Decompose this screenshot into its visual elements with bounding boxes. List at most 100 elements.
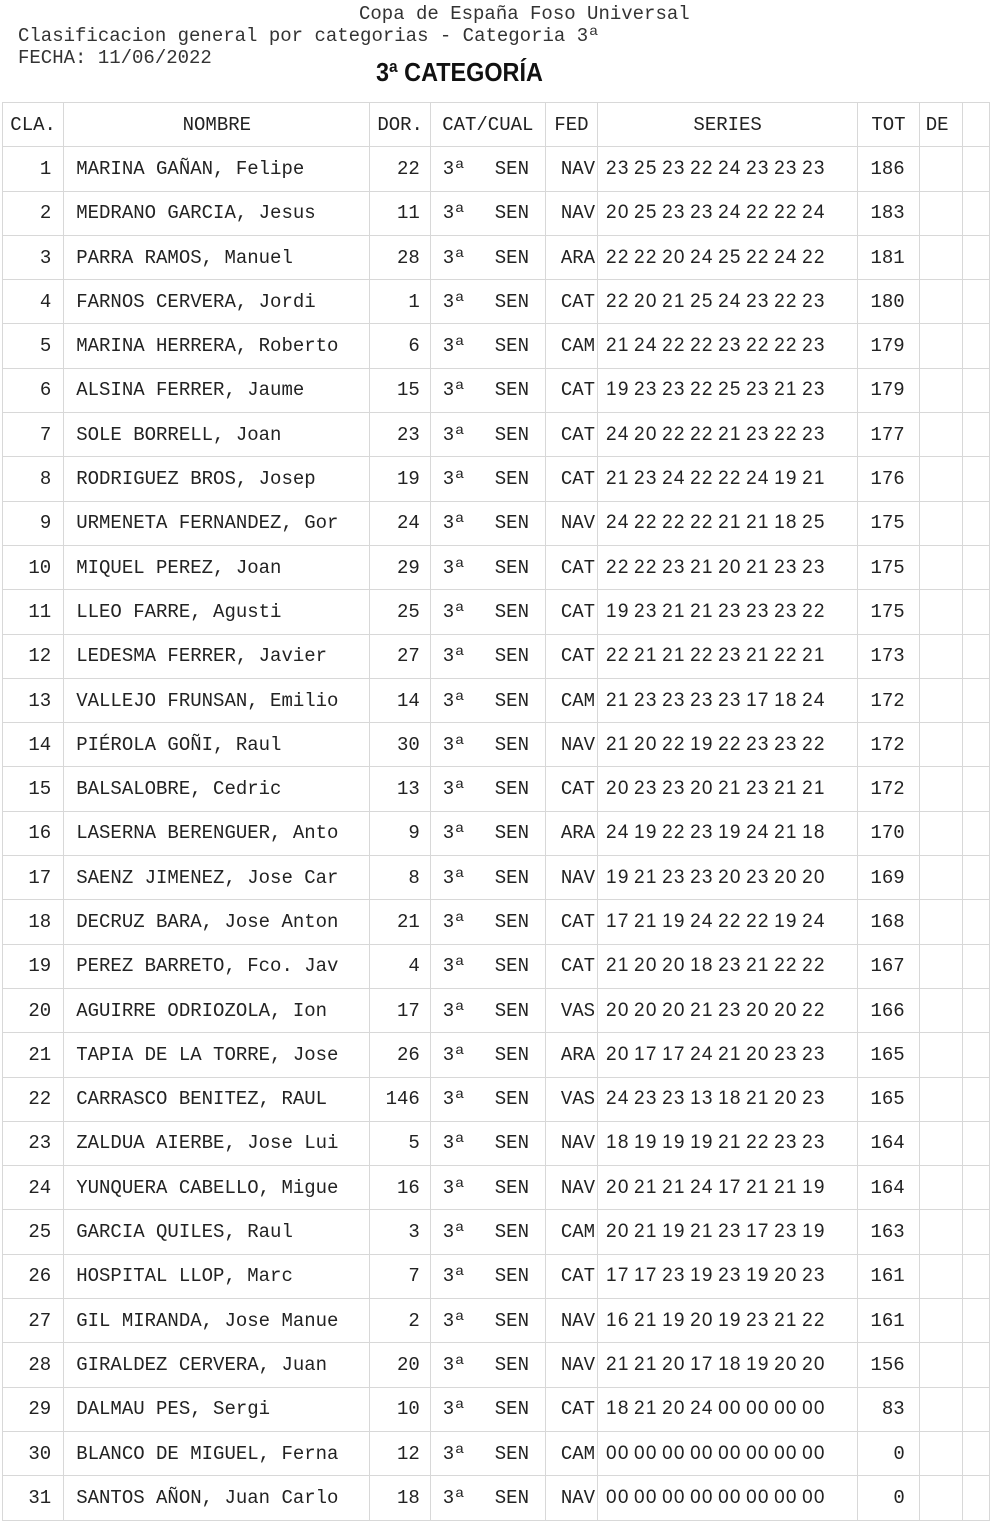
cell-dor: 23 — [369, 412, 431, 458]
cell-nombre: PIÉROLA GOÑI, Raul — [63, 722, 371, 768]
table-row: 6 ALSINA FERRER, Jaume 15 3ª SEN CAT 19 23 23 … — [1, 367, 990, 414]
cell-tot: 177 — [857, 412, 920, 458]
cell-cual: SEN — [494, 733, 529, 756]
cell-series: 21 20 20 18 23 21 22 22 — [597, 943, 859, 989]
cell-cual: SEN — [494, 379, 529, 402]
cell-extra — [962, 766, 990, 812]
cell-cla: 21 — [1, 1032, 65, 1078]
cell-cat-cual: 3ª SEN — [429, 899, 546, 945]
col-dor: DOR. — [369, 101, 431, 148]
cell-cual: SEN — [494, 1088, 529, 1111]
cell-cat: 3ª — [442, 1132, 466, 1155]
cell-nombre: AGUIRRE ODRIOZOLA, Ion — [63, 987, 371, 1034]
cell-fed: NAV — [544, 500, 599, 546]
cell-series: 20 17 17 24 21 20 23 23 — [597, 1032, 859, 1078]
cell-fed: NAV — [544, 855, 599, 901]
cell-series: 20 25 23 23 24 22 22 24 — [597, 190, 859, 236]
cell-series: 24 23 23 13 18 21 20 23 — [597, 1076, 859, 1122]
cell-nombre: ZALDUA AIERBE, Jose Lui — [63, 1120, 371, 1167]
cell-cual: SEN — [494, 1221, 529, 1244]
cell-dor: 3 — [369, 1209, 431, 1255]
cell-series: 21 23 23 23 23 17 18 24 — [597, 677, 859, 724]
cell-nombre: RODRIGUEZ BROS, Josep — [63, 456, 371, 502]
document-title: Copa de España Foso Universal — [359, 3, 690, 25]
cell-extra — [962, 146, 990, 192]
cell-tot: 83 — [857, 1386, 920, 1432]
cell-de — [918, 1475, 964, 1521]
col-de: DE — [918, 101, 964, 148]
cell-cat-cual: 3ª SEN — [429, 766, 546, 812]
cell-nombre: URMENETA FERNANDEZ, Gor — [63, 500, 371, 546]
cell-dor: 10 — [369, 1386, 431, 1432]
cell-cat: 3ª — [442, 778, 466, 801]
cell-series: 22 22 23 21 20 21 23 23 — [597, 544, 859, 591]
col-series: SERIES — [597, 101, 859, 148]
cell-series: 24 19 22 23 19 24 21 18 — [597, 810, 859, 857]
cell-fed: NAV — [544, 1342, 599, 1388]
cell-cla: 25 — [1, 1209, 65, 1255]
cell-nombre: TAPIA DE LA TORRE, Jose — [63, 1032, 371, 1078]
cell-cat: 3ª — [442, 999, 466, 1022]
cell-tot: 175 — [857, 500, 920, 546]
cell-tot: 164 — [857, 1165, 920, 1211]
cell-cual: SEN — [494, 1486, 529, 1509]
cell-extra — [962, 855, 990, 901]
cell-cat-cual: 3ª SEN — [429, 1032, 546, 1078]
cell-extra — [962, 1032, 990, 1078]
cell-fed: ARA — [544, 1032, 599, 1078]
cell-extra — [962, 1298, 990, 1344]
cell-cla: 24 — [1, 1165, 65, 1211]
cell-extra — [962, 323, 990, 369]
cell-extra — [962, 234, 990, 281]
cell-fed: CAM — [544, 677, 599, 724]
cell-fed: CAT — [544, 589, 599, 635]
cell-extra — [962, 279, 990, 325]
cell-fed: NAV — [544, 146, 599, 192]
cell-fed: CAM — [544, 1209, 599, 1255]
cell-dor: 7 — [369, 1253, 431, 1300]
cell-de — [918, 1165, 964, 1211]
cell-de — [918, 1386, 964, 1432]
cell-nombre: HOSPITAL LLOP, Marc — [63, 1253, 371, 1300]
col-extra — [962, 101, 990, 148]
cell-series: 16 21 19 20 19 23 21 22 — [597, 1298, 859, 1344]
cell-series: 20 21 19 21 23 17 23 19 — [597, 1209, 859, 1255]
cell-extra — [962, 500, 990, 546]
cell-cual: SEN — [494, 689, 529, 712]
cell-tot: 175 — [857, 589, 920, 635]
cell-de — [918, 987, 964, 1034]
cell-dor: 18 — [369, 1475, 431, 1521]
cell-series: 19 21 23 23 20 23 20 20 — [597, 855, 859, 901]
cell-dor: 11 — [369, 190, 431, 236]
cell-cla: 17 — [1, 855, 65, 901]
cell-dor: 12 — [369, 1430, 431, 1477]
cell-de — [918, 722, 964, 768]
cell-fed: CAT — [544, 279, 599, 325]
cell-de — [918, 1120, 964, 1167]
table-row: 5 MARINA HERRERA, Roberto 6 3ª SEN CAM 21 24 2… — [1, 323, 990, 369]
cell-series: 22 21 21 22 23 21 22 21 — [597, 633, 859, 679]
cell-fed: ARA — [544, 234, 599, 281]
cell-tot: 186 — [857, 146, 920, 192]
cell-cat-cual: 3ª SEN — [429, 589, 546, 635]
cell-nombre: GARCIA QUILES, Raul — [63, 1209, 371, 1255]
cell-tot: 172 — [857, 766, 920, 812]
table-row: 23 ZALDUA AIERBE, Jose Lui 5 3ª SEN NAV 18 19 … — [1, 1120, 990, 1167]
cell-tot: 166 — [857, 987, 920, 1034]
col-nombre: NOMBRE — [63, 101, 371, 148]
cell-cat-cual: 3ª SEN — [429, 500, 546, 546]
cell-cual: SEN — [494, 1132, 529, 1155]
cell-de — [918, 899, 964, 945]
cell-series: 21 21 20 17 18 19 20 20 — [597, 1342, 859, 1388]
table-row: 15 BALSALOBRE, Cedric 13 3ª SEN CAT 20 23 23 2… — [1, 766, 990, 812]
cell-cla: 31 — [1, 1475, 65, 1521]
cell-dor: 6 — [369, 323, 431, 369]
cell-cat-cual: 3ª SEN — [429, 633, 546, 679]
cell-cual: SEN — [494, 822, 529, 845]
cell-tot: 161 — [857, 1298, 920, 1344]
cell-cat-cual: 3ª SEN — [429, 855, 546, 901]
cell-cat-cual: 3ª SEN — [429, 1076, 546, 1122]
cell-cla: 5 — [1, 323, 65, 369]
cell-dor: 29 — [369, 544, 431, 591]
cell-cla: 27 — [1, 1298, 65, 1344]
